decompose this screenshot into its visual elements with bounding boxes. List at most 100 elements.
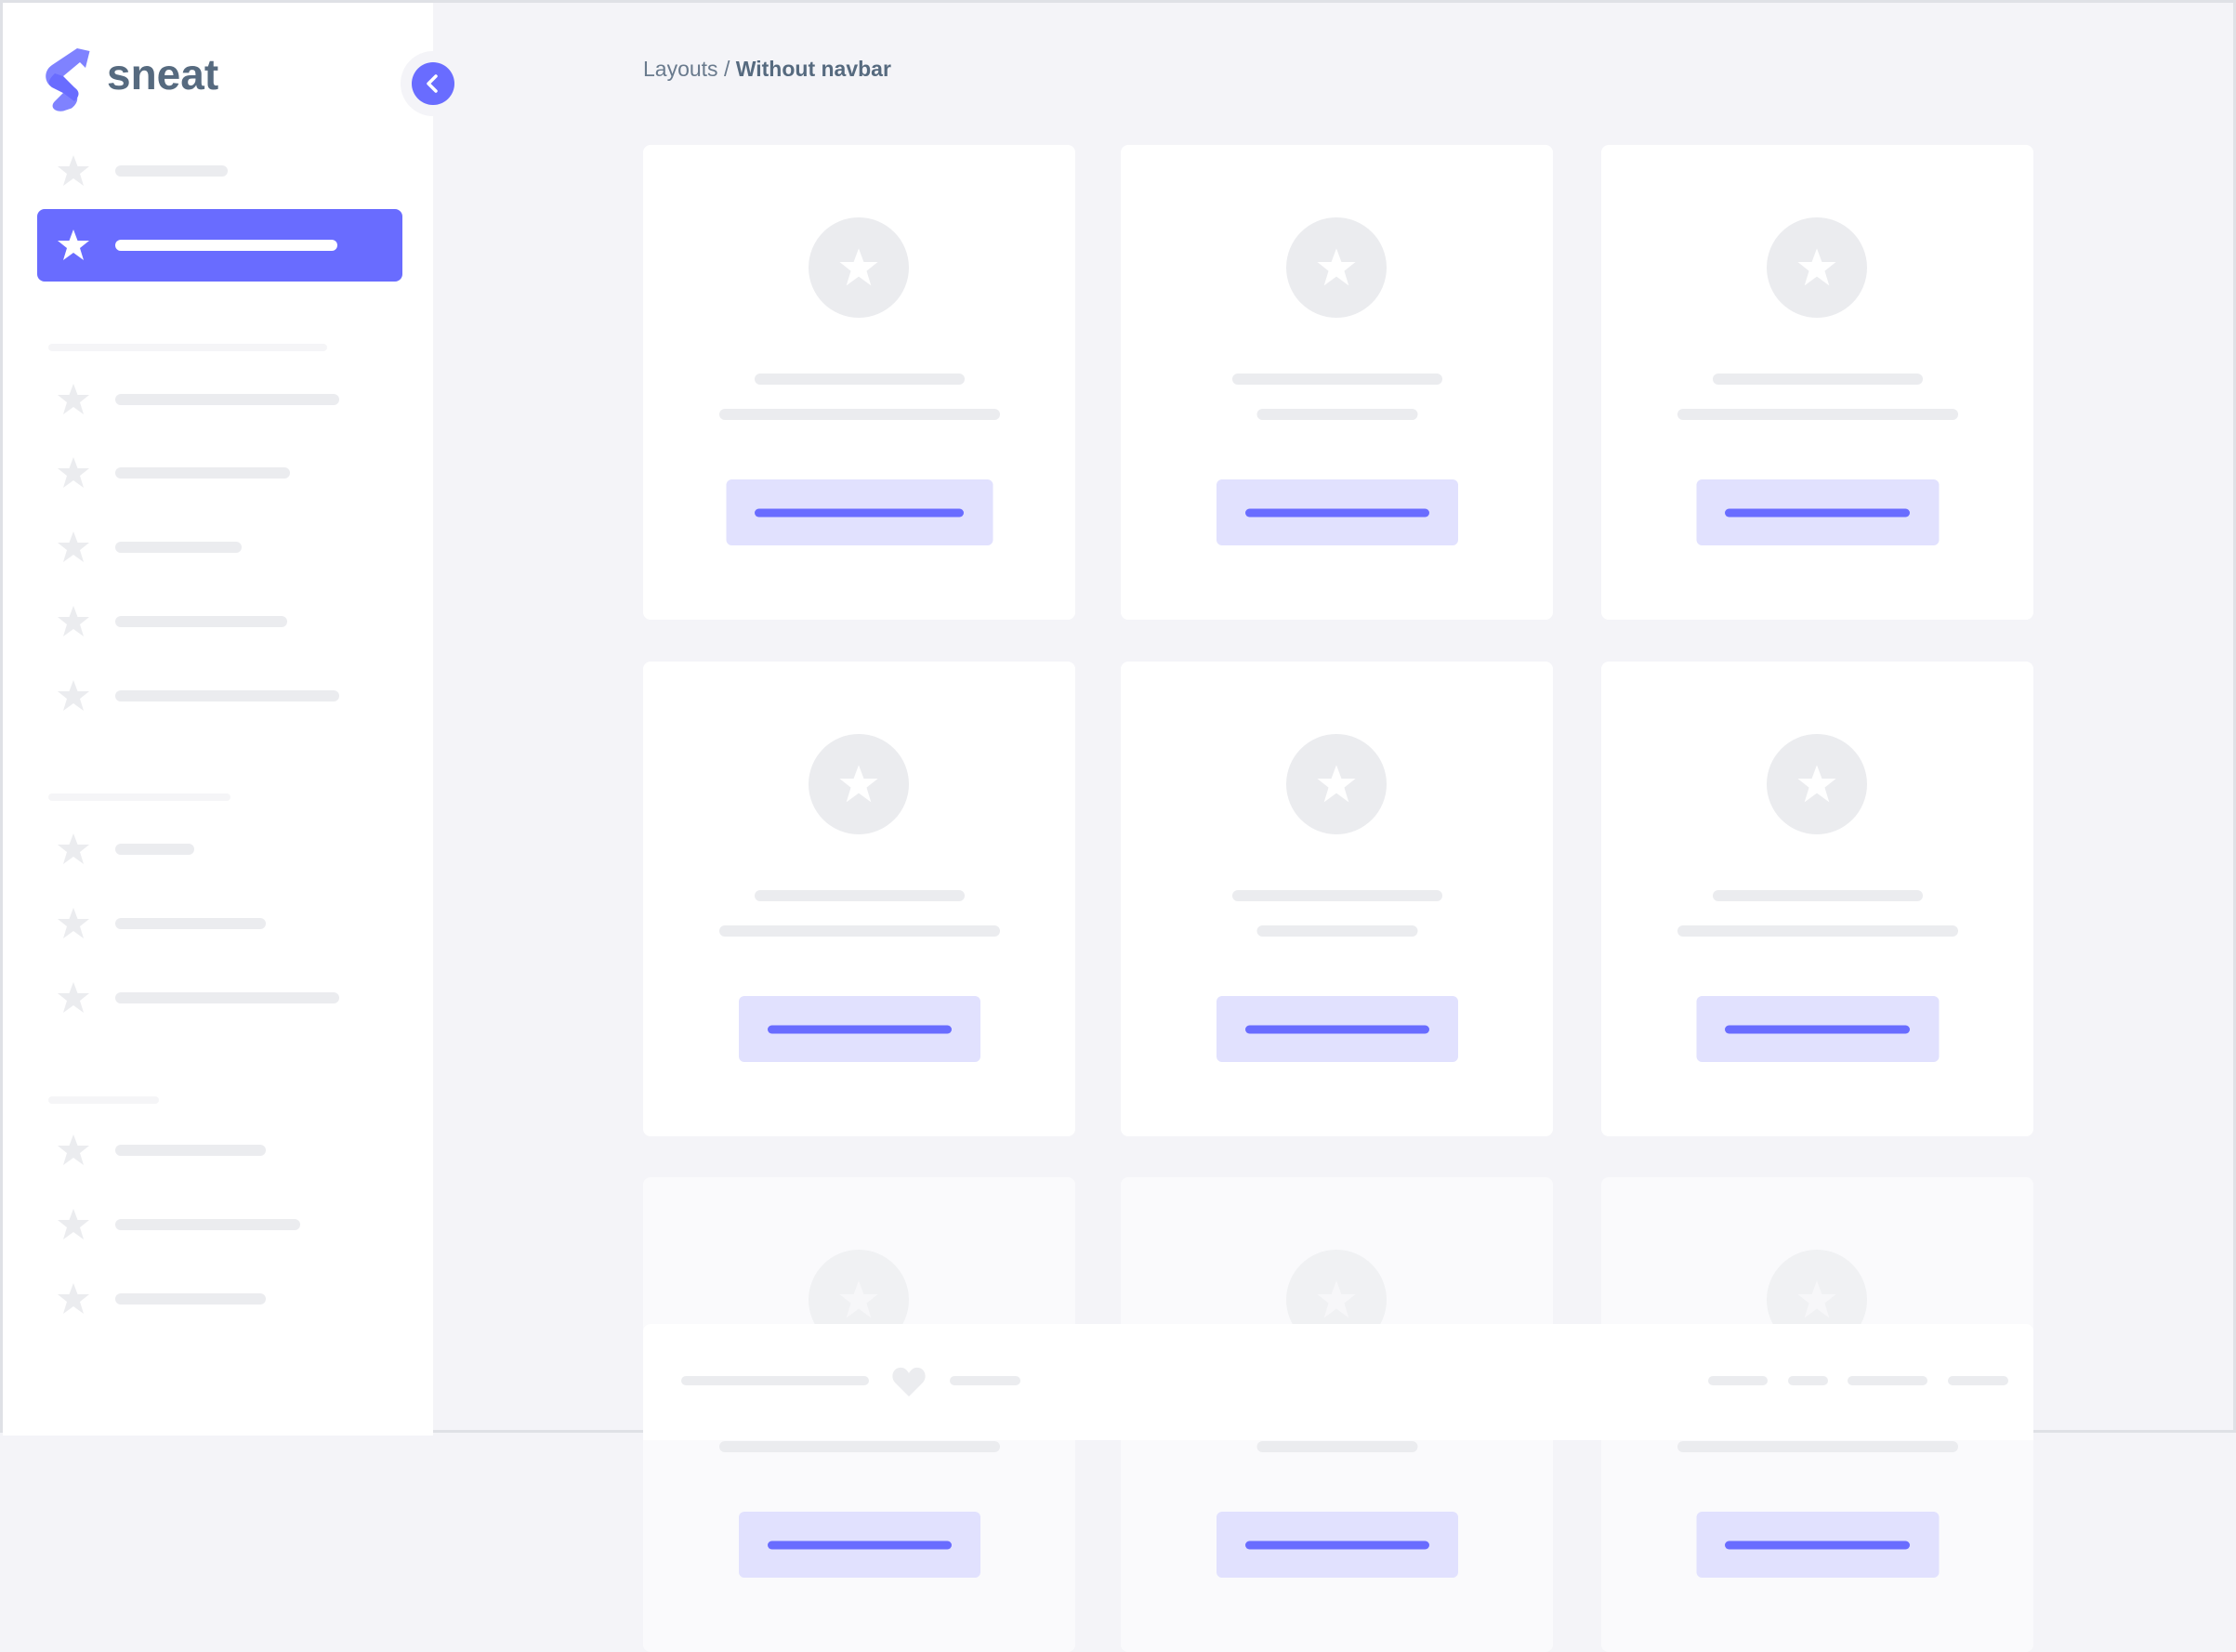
card-action-button[interactable] <box>1216 1512 1458 1578</box>
star-icon <box>58 531 89 562</box>
star-icon <box>56 1133 91 1168</box>
sidebar-item-label-placeholder <box>115 1219 300 1230</box>
sidebar-item-label-placeholder <box>115 165 228 177</box>
star-icon <box>58 680 89 711</box>
breadcrumb-parent[interactable]: Layouts <box>643 57 718 81</box>
card-action-button[interactable] <box>1696 1512 1939 1578</box>
sidebar-item-label-placeholder <box>115 1293 266 1305</box>
sidebar-item-label-placeholder <box>115 844 194 855</box>
sidebar-item[interactable] <box>37 511 402 583</box>
placeholder-card <box>1601 662 2033 1136</box>
sidebar-item-label-placeholder <box>115 616 287 627</box>
brand-name: sneat <box>107 50 219 98</box>
footer-link-placeholder[interactable] <box>1948 1376 2008 1385</box>
sidebar-item-label-placeholder <box>115 394 339 405</box>
collapse-sidebar-button[interactable] <box>412 62 454 105</box>
footer-link-placeholder[interactable] <box>950 1376 1020 1385</box>
sidebar-item[interactable] <box>37 962 402 1034</box>
star-icon <box>1317 248 1356 286</box>
breadcrumb: Layouts / Without navbar <box>643 57 891 82</box>
footer <box>643 1324 2033 1440</box>
sidebar-item[interactable] <box>37 1188 402 1261</box>
card-action-button[interactable] <box>1216 996 1458 1062</box>
card-text-placeholder <box>718 409 1000 420</box>
card-avatar <box>1286 734 1387 834</box>
placeholder-card <box>643 662 1075 1136</box>
star-icon <box>58 457 89 488</box>
card-text-placeholder <box>1256 1441 1417 1452</box>
footer-copyright-placeholder <box>681 1376 869 1385</box>
star-icon <box>56 228 91 263</box>
card-action-button[interactable] <box>738 996 980 1062</box>
star-icon <box>1317 765 1356 803</box>
star-icon <box>56 678 91 714</box>
card-text-placeholder <box>1256 925 1417 937</box>
star-icon <box>56 153 91 189</box>
star-icon <box>58 229 89 260</box>
sidebar-section-header-placeholder <box>48 1096 159 1104</box>
card-action-button[interactable] <box>1696 479 1939 545</box>
sidebar-item[interactable] <box>37 363 402 436</box>
star-icon <box>839 1280 878 1318</box>
card-title-placeholder <box>754 374 965 385</box>
sidebar-item-label-placeholder <box>115 542 242 553</box>
breadcrumb-current: Without navbar <box>735 57 891 81</box>
sidebar-item-label-placeholder <box>115 918 266 929</box>
button-label-placeholder <box>1244 1025 1429 1033</box>
sidebar-item-active[interactable] <box>37 209 402 282</box>
sidebar-item[interactable] <box>37 813 402 885</box>
card-title-placeholder <box>1712 374 1923 385</box>
card-title-placeholder <box>1231 374 1442 385</box>
card-text-placeholder <box>1677 925 1958 937</box>
card-avatar <box>809 217 909 318</box>
placeholder-card <box>1121 145 1553 620</box>
star-icon <box>56 382 91 417</box>
chevron-left-icon <box>427 74 438 93</box>
card-title-placeholder <box>1231 890 1442 901</box>
star-icon <box>56 906 91 941</box>
star-icon <box>56 604 91 639</box>
placeholder-card <box>643 145 1075 620</box>
sidebar-item[interactable] <box>37 585 402 658</box>
star-icon <box>839 248 878 286</box>
star-icon <box>56 1281 91 1317</box>
card-avatar <box>1767 217 1867 318</box>
sidebar-item-label-placeholder <box>115 1145 266 1156</box>
sidebar-item[interactable] <box>37 887 402 960</box>
star-icon <box>56 832 91 867</box>
button-label-placeholder <box>1725 1541 1910 1549</box>
star-icon <box>1797 765 1836 803</box>
card-action-button[interactable] <box>1216 479 1458 545</box>
card-text-placeholder <box>718 1441 1000 1452</box>
star-icon <box>56 530 91 565</box>
button-label-placeholder <box>1244 508 1429 517</box>
footer-link-placeholder[interactable] <box>1708 1376 1768 1385</box>
card-action-button[interactable] <box>1696 996 1939 1062</box>
card-action-button[interactable] <box>726 479 993 545</box>
sidebar: sneat <box>3 3 466 1436</box>
star-icon <box>58 1134 89 1165</box>
card-avatar <box>1767 734 1867 834</box>
sidebar-item-label-placeholder <box>115 690 339 701</box>
sidebar-item[interactable] <box>37 135 402 207</box>
card-action-button[interactable] <box>738 1512 980 1578</box>
sidebar-item[interactable] <box>37 1114 402 1187</box>
button-label-placeholder <box>767 1025 952 1033</box>
star-icon <box>58 908 89 938</box>
sidebar-item[interactable] <box>37 437 402 509</box>
card-title-placeholder <box>754 890 965 901</box>
sidebar-item[interactable] <box>37 1263 402 1335</box>
heart-icon <box>892 1367 926 1396</box>
footer-link-placeholder[interactable] <box>1788 1376 1828 1385</box>
sidebar-section-header-placeholder <box>48 793 230 801</box>
sidebar-item[interactable] <box>37 660 402 732</box>
star-icon <box>1797 1280 1836 1318</box>
placeholder-card <box>1601 145 2033 620</box>
card-text-placeholder <box>1677 409 1958 420</box>
button-label-placeholder <box>1725 1025 1910 1033</box>
footer-link-placeholder[interactable] <box>1848 1376 1927 1385</box>
star-icon <box>58 384 89 414</box>
star-icon <box>58 1283 89 1314</box>
sidebar-item-label-placeholder <box>115 240 337 251</box>
star-icon <box>1797 248 1836 286</box>
